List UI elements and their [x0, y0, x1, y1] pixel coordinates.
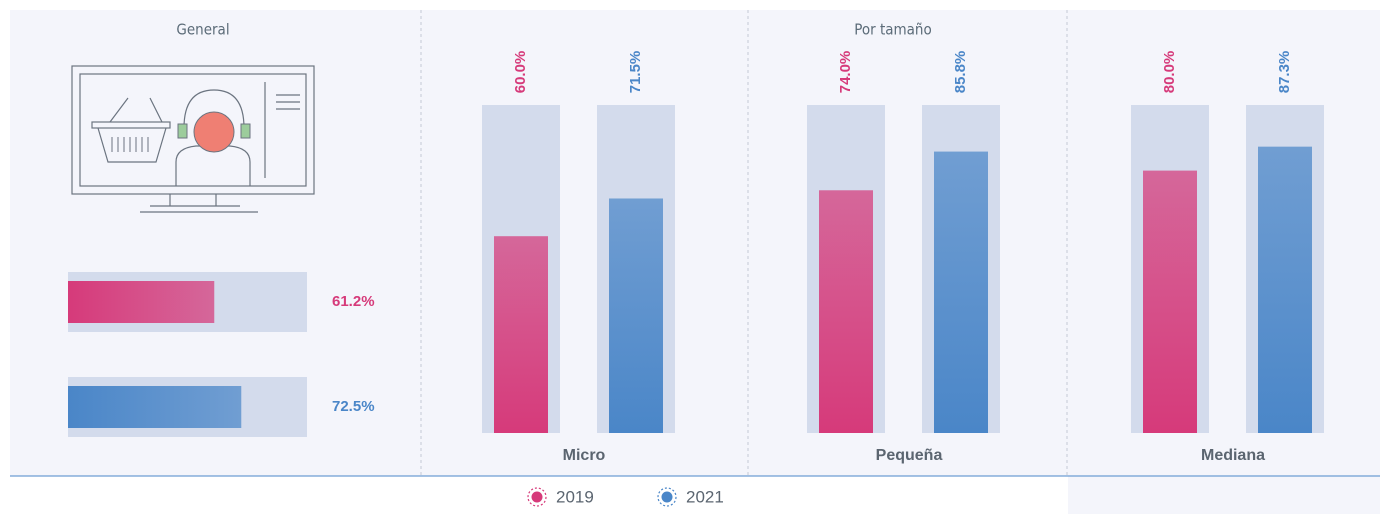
panel-title: Por tamaño: [854, 21, 931, 39]
headset-icon: [240, 123, 251, 139]
panel-background: [1068, 476, 1380, 514]
bar: [609, 198, 663, 433]
value-label: 74.0%: [837, 51, 854, 94]
legend-ring: [527, 487, 547, 507]
bar: [1258, 146, 1312, 433]
value-label: 72.5%: [332, 398, 375, 415]
legend-swatch: [531, 491, 543, 503]
monitor-icon: [71, 65, 315, 213]
bar: [68, 281, 215, 323]
value-label: 87.3%: [1276, 51, 1293, 94]
panel-title: General: [176, 21, 229, 39]
category-label: Micro: [563, 447, 606, 464]
bar: [934, 151, 988, 434]
legend-swatch: [661, 491, 673, 503]
legend-label: 2021: [686, 487, 724, 506]
face-icon: [193, 111, 235, 153]
legend-ring: [657, 487, 677, 507]
bar: [819, 190, 873, 433]
category-label: Mediana: [1201, 447, 1265, 464]
category-label: Pequeña: [876, 447, 943, 464]
value-label: 60.0%: [512, 51, 529, 94]
value-label: 71.5%: [627, 51, 644, 94]
legend-label: 2019: [556, 487, 594, 506]
headset-icon: [177, 123, 188, 139]
value-label: 85.8%: [952, 51, 969, 94]
bar: [68, 386, 242, 428]
value-label: 61.2%: [332, 293, 375, 310]
value-label: 80.0%: [1161, 51, 1178, 94]
bar: [494, 236, 548, 433]
bar: [1143, 170, 1197, 433]
